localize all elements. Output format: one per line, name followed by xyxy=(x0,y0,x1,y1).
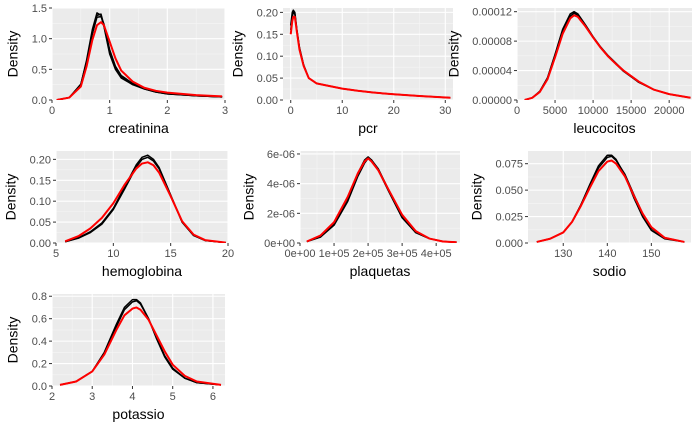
x-tick-label: 0e+00 xyxy=(285,248,316,260)
y-axis-title: Density xyxy=(230,31,246,78)
y-tick-label: 2e-06 xyxy=(267,208,295,220)
x-axis-title: potassio xyxy=(112,406,164,422)
y-tick-label: 0.15 xyxy=(30,175,51,187)
y-tick-label: 0.20 xyxy=(257,7,278,19)
y-axis-title: Density xyxy=(469,174,485,221)
x-tick-label: 2e+05 xyxy=(353,248,384,260)
y-tick-label: 0.6 xyxy=(32,314,47,326)
density-panel: 0e+00 1e+05 2e+05 3e+05 4e+050e+002e-064e-06… xyxy=(241,149,460,279)
y-tick-label: 0.4 xyxy=(32,336,47,348)
observed-density-line xyxy=(56,21,223,100)
panel-background xyxy=(300,151,460,243)
observed-density-line xyxy=(64,161,226,243)
y-tick-label: 0e+00 xyxy=(264,238,295,250)
observed-density-line xyxy=(524,14,691,100)
density-panel: 0 10 20 30 0.00 0.05 0.10 0.15 0.20 pcr Density xyxy=(230,7,453,136)
y-tick-label: 0.00000 xyxy=(472,95,512,107)
x-axis-title: hemoglobina xyxy=(102,263,182,279)
x-tick-label: 20 xyxy=(388,105,400,117)
observed-density-line xyxy=(289,15,451,99)
density-panel: 0 5000 10000 15000 20000 0.00000 0.00004 0.0000… xyxy=(445,7,692,136)
y-tick-label: 0.050 xyxy=(495,185,523,197)
y-tick-label: 0.05 xyxy=(30,217,51,229)
y-tick-label: 0.0 xyxy=(32,95,47,107)
y-tick-label: 0.05 xyxy=(257,73,278,85)
x-tick-label: 4 xyxy=(129,391,135,403)
x-tick-label: 5 xyxy=(53,248,59,260)
y-axis-title: Density xyxy=(5,31,21,78)
y-tick-label: 0.2 xyxy=(32,359,47,371)
x-tick-label: 6 xyxy=(210,391,216,403)
y-tick-label: 0.0 xyxy=(32,381,47,393)
panel-background xyxy=(528,151,691,243)
x-tick-label: 2 xyxy=(164,105,170,117)
observed-density-line xyxy=(59,306,222,386)
y-tick-label: 0.15 xyxy=(257,29,278,41)
x-tick-label: 3e+05 xyxy=(387,248,418,260)
observed-density-line xyxy=(306,157,457,243)
panel-background xyxy=(517,8,692,100)
x-tick-label: 1e+05 xyxy=(319,248,350,260)
x-tick-label: 5 xyxy=(170,391,176,403)
x-tick-label: 15 xyxy=(165,248,177,260)
x-tick-label: 0 xyxy=(49,105,55,117)
x-axis-title: plaquetas xyxy=(350,263,411,279)
x-axis-title: leucocitos xyxy=(573,120,635,136)
x-tick-label: 5000 xyxy=(543,105,567,117)
y-tick-label: 0.8 xyxy=(32,291,47,303)
y-tick-label: 4e-06 xyxy=(267,179,295,191)
x-tick-label: 3 xyxy=(89,391,95,403)
x-tick-label: 150 xyxy=(642,248,660,260)
x-tick-label: 140 xyxy=(598,248,616,260)
x-axis-title: pcr xyxy=(358,120,378,136)
x-tick-label: 2 xyxy=(49,391,55,403)
y-tick-label: 0.00 xyxy=(30,238,51,250)
y-axis-title: Density xyxy=(3,174,19,221)
x-tick-label: 20 xyxy=(222,248,234,260)
y-tick-label: 0.00 xyxy=(257,95,278,107)
x-axis-title: sodio xyxy=(593,263,627,279)
x-tick-label: 10 xyxy=(336,105,348,117)
x-tick-label: 10000 xyxy=(578,105,609,117)
y-axis-title: Density xyxy=(445,31,461,78)
y-tick-label: 0.5 xyxy=(32,64,47,76)
density-panel: 130 140 150 0.000 0.025 0.050 0.075 sodio Densit… xyxy=(469,151,691,279)
x-tick-label: 15000 xyxy=(616,105,647,117)
y-tick-label: 0.075 xyxy=(495,159,523,171)
y-tick-label: 0.20 xyxy=(30,154,51,166)
density-panel: 0 1 2 3 0.0 0.5 1.0 1.5 creatinina Density xyxy=(5,3,228,136)
y-tick-label: 0.000 xyxy=(495,238,523,250)
imputed-density-line xyxy=(56,13,223,100)
x-tick-label: 3 xyxy=(222,105,228,117)
y-tick-label: 0.00008 xyxy=(472,36,512,48)
y-tick-label: 0.025 xyxy=(495,212,523,224)
x-tick-label: 10 xyxy=(107,248,119,260)
y-tick-label: 0.10 xyxy=(257,51,278,63)
y-tick-label: 1.5 xyxy=(32,3,47,15)
density-panel: 2 3 4 5 6 0.0 0.2 0.4 0.6 0.8 potassio Density xyxy=(5,291,225,422)
x-tick-label: 4e+05 xyxy=(421,248,452,260)
y-tick-label: 0.10 xyxy=(30,196,51,208)
x-tick-label: 130 xyxy=(554,248,572,260)
y-tick-label: 0.00004 xyxy=(472,66,512,78)
x-tick-label: 20000 xyxy=(654,105,685,117)
density-panel: 5 10 15 20 0.00 0.05 0.10 0.15 0.20 hemoglobina De… xyxy=(3,151,234,279)
x-tick-label: 1 xyxy=(107,105,113,117)
y-axis-title: Density xyxy=(241,174,257,221)
x-tick-label: 0 xyxy=(514,105,520,117)
x-axis-title: creatinina xyxy=(108,120,169,136)
observed-density-line xyxy=(536,159,685,243)
y-tick-label: 0.00012 xyxy=(472,7,512,19)
y-axis-title: Density xyxy=(5,317,21,364)
y-tick-label: 1.0 xyxy=(32,34,47,46)
y-tick-label: 6e-06 xyxy=(267,149,295,161)
x-tick-label: 0 xyxy=(288,105,294,117)
x-tick-label: 30 xyxy=(439,105,451,117)
